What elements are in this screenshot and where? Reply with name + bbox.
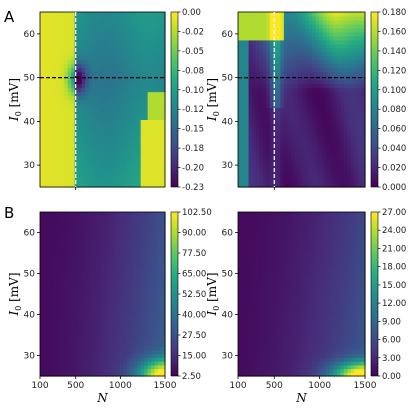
x-tick-label: 100 [31,381,48,391]
colorbar-tick-label: 102.50 [182,208,212,218]
colorbar-tick-label: 0.180 [382,8,406,18]
plot-frame [39,211,166,377]
colorbar-tick-label: 21.00 [382,244,406,254]
y-tick-label: 40 [222,311,234,321]
heatmap-cells [40,212,166,377]
colorbar-tick-label: 3.00 [382,354,401,364]
colorbar-tick-label: -0.08 [182,66,204,76]
heatmap-a-left: 30 40 50 60 I0 [mV] 0.00 -0.02 -0.05 -0.08 -0.10 -… [7,8,204,193]
colorbar-tick-label: -0.02 [182,27,204,37]
colorbar-tick-label: -0.18 [182,144,204,154]
y-axis-label: I0 [mV] [205,78,221,122]
y-tick-label: 30 [222,352,234,362]
colorbar-tick-label: 24.00 [382,226,406,236]
x-tick-label: 500 [266,381,283,391]
y-tick-label: 30 [24,352,36,362]
panel-label-a: A [4,8,15,26]
x-axis-label: N [96,391,108,405]
heatmap-b-right: 30 40 50 60 100 500 1000 1500 I0 [mV] N 27.00 24.00… [205,208,406,405]
y-tick-label: 60 [222,30,234,40]
colorbar-tick-label: 0.00 [182,8,201,18]
colorbar-tick-label: 18.00 [382,263,406,273]
y-tick-label: 60 [222,229,234,239]
colorbar-tick-label: 6.00 [382,336,401,346]
y-tick-label: 50 [24,270,36,280]
y-axis-label: I0 [mV] [7,78,23,122]
colorbar-tick-label: -0.05 [182,47,204,57]
colorbar-tick-label: -0.10 [182,86,204,96]
y-tick-label: 50 [222,74,234,84]
colorbar-tick-label: 0.020 [382,164,406,174]
colorbar-tick-label: -0.12 [182,105,204,115]
colorbar [370,211,379,377]
heatmap-a-right: 30 40 50 60 I0 [mV] 0.180 0.160 0.140 0.120 0.100… [205,8,406,193]
colorbar-tick-label: 0.040 [382,144,406,154]
x-tick-label: 1000 [109,381,132,391]
heatmap-b-left: 30 40 50 60 100 500 1000 1500 I0 [mV] N 102.50 90.0… [7,208,212,405]
colorbar-tick-label: 0.060 [382,125,406,135]
colorbar-tick-label: 52.50 [182,290,206,300]
colorbar-tick-label: 40.00 [182,311,206,321]
y-tick-label: 60 [24,30,36,40]
y-axis-label: I0 [mV] [205,272,221,316]
colorbar-tick-label: 0.080 [382,105,406,115]
x-axis-label: N [295,391,307,405]
panel-label-b: B [4,204,14,222]
colorbar-tick-label: 27.00 [382,208,406,218]
colorbar-tick-label: 12.00 [382,299,406,309]
colorbar-tick-label: 90.00 [182,229,206,239]
colorbar-tick-label: -0.20 [182,164,204,174]
y-tick-label: 40 [24,311,36,321]
colorbar-tick-label: 2.50 [182,372,201,382]
colorbar-tick-label: 0.140 [382,47,406,57]
y-tick-label: 30 [24,161,36,171]
colorbar-tick-label: -0.15 [182,125,204,135]
x-tick-label: 500 [67,381,84,391]
colorbar-tick-label: 0.00 [382,372,401,382]
heatmap-cells [40,12,166,188]
x-tick-label: 1500 [354,381,377,391]
y-tick-label: 40 [222,117,234,127]
y-tick-label: 50 [222,270,234,280]
plot-frame [237,11,366,188]
colorbar-tick-label: 0.160 [382,27,406,37]
plot-frame [39,11,166,188]
colorbar-tick-label: 9.00 [382,317,401,327]
heatmap-cells [238,12,366,188]
colorbar-tick-label: 0.000 [382,183,406,193]
y-tick-label: 40 [24,117,36,127]
colorbar-tick-label: 0.120 [382,66,406,76]
colorbar-tick-label: 0.100 [382,86,406,96]
heatmap-cells [238,212,366,377]
colorbar-tick-label: 15.00 [182,352,206,362]
y-tick-label: 50 [24,74,36,84]
colorbar [170,11,179,188]
colorbar-tick-label: 15.00 [382,281,406,291]
y-axis-label: I0 [mV] [7,272,23,316]
colorbar-tick-label: -0.23 [182,183,204,193]
colorbar [370,11,379,188]
colorbar [170,211,179,377]
colorbar-tick-label: 27.50 [182,331,206,341]
x-tick-label: 100 [229,381,246,391]
plot-frame [237,211,366,377]
colorbar-tick-label: 77.50 [182,249,206,259]
colorbar-tick-label: 65.00 [182,270,206,280]
y-tick-label: 60 [24,229,36,239]
x-tick-label: 1500 [154,381,177,391]
x-tick-label: 1000 [308,381,331,391]
y-tick-label: 30 [222,161,234,171]
